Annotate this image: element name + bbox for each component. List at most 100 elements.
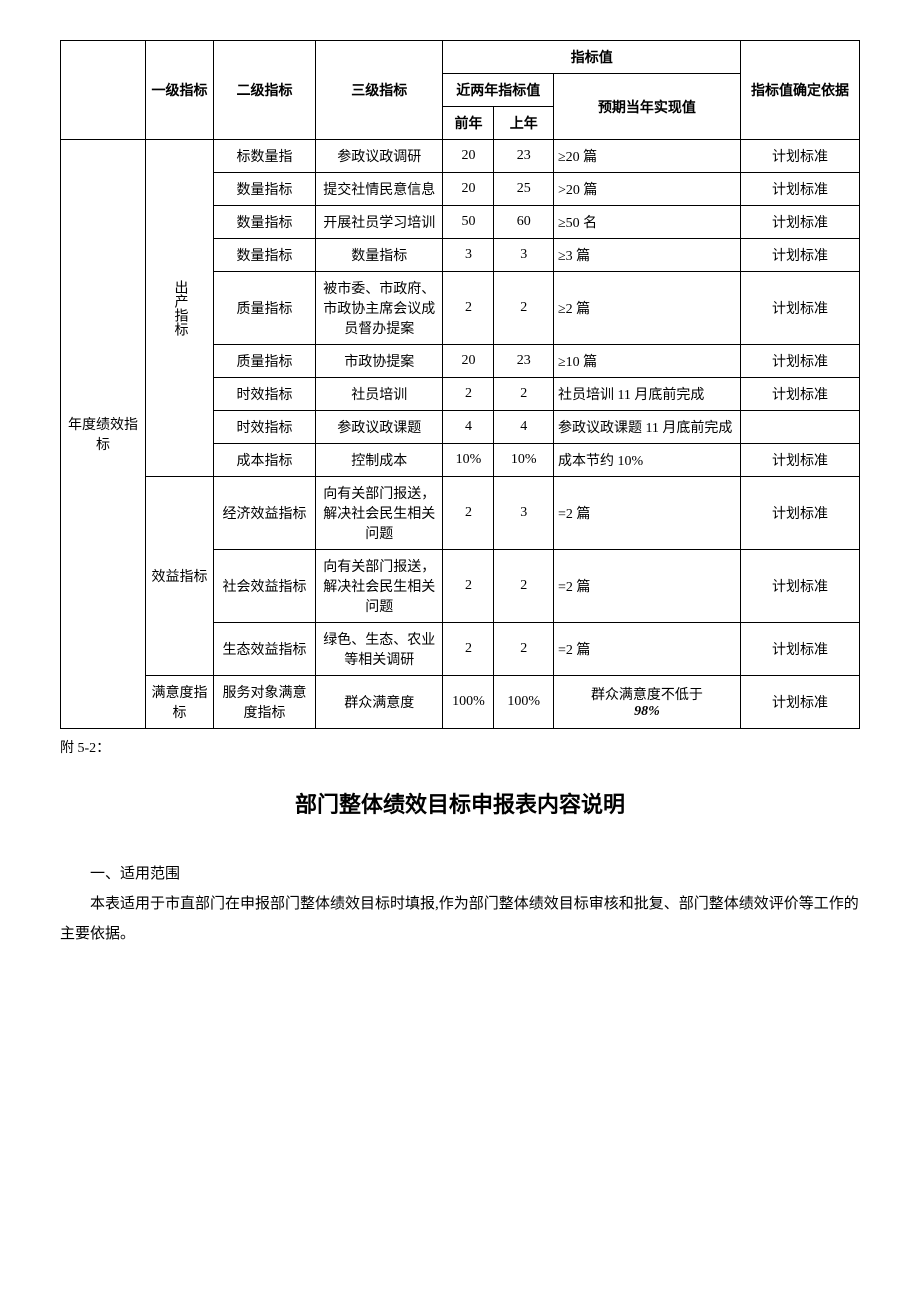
cell-l3: 群众满意度 [315, 676, 443, 729]
cell-basis: 计划标准 [740, 206, 859, 239]
cell-expect: ≥3 篇 [553, 239, 740, 272]
cell-l3: 社员培训 [315, 378, 443, 411]
cell-expect: ≥20 篇 [553, 140, 740, 173]
section-heading: 一、适用范围 [60, 859, 860, 889]
section-title: 部门整体绩效目标申报表内容说明 [60, 787, 860, 819]
th-recent-two-years: 近两年指标值 [443, 74, 553, 107]
header-row-1: 一级指标 二级指标 三级指标 指标值 指标值确定依据 [61, 41, 860, 74]
cell-expect: =2 篇 [553, 623, 740, 676]
cell-l3: 向有关部门报送，解决社会民生相关问题 [315, 550, 443, 623]
cell-l2: 经济效益指标 [213, 477, 315, 550]
table-row: 效益指标 经济效益指标 向有关部门报送，解决社会民生相关问题 2 3 =2 篇 … [61, 477, 860, 550]
th-level1-label: 一级指标 [145, 41, 213, 140]
cell-last: 2 [494, 550, 553, 623]
cell-prev: 20 [443, 173, 494, 206]
cell-expect: =2 篇 [553, 550, 740, 623]
row-label: 年度绩效指标 [61, 140, 146, 729]
cell-prev: 2 [443, 550, 494, 623]
cell-prev: 2 [443, 623, 494, 676]
cell-prev: 10% [443, 444, 494, 477]
th-basis: 指标值确定依据 [740, 41, 859, 140]
cell-last: 3 [494, 239, 553, 272]
cell-expect: =2 篇 [553, 477, 740, 550]
th-expected: 预期当年实现值 [553, 74, 740, 140]
cell-prev: 2 [443, 477, 494, 550]
cell-l3: 参政议政课题 [315, 411, 443, 444]
th-level2: 二级指标 [213, 41, 315, 140]
cell-l3: 控制成本 [315, 444, 443, 477]
cell-last: 3 [494, 477, 553, 550]
cell-last: 23 [494, 345, 553, 378]
cell-basis: 计划标准 [740, 140, 859, 173]
cell-l3: 数量指标 [315, 239, 443, 272]
cell-last: 10% [494, 444, 553, 477]
cell-expect-special: 群众满意度不低于 98% [553, 676, 740, 729]
cell-expect: 成本节约 10% [553, 444, 740, 477]
th-indicator-value: 指标值 [443, 41, 740, 74]
cell-l2: 生态效益指标 [213, 623, 315, 676]
cell-l3: 绿色、生态、农业等相关调研 [315, 623, 443, 676]
cell-expect: ≥10 篇 [553, 345, 740, 378]
th-last-year: 上年 [494, 107, 553, 140]
cell-l2: 数量指标 [213, 173, 315, 206]
cell-l2: 质量指标 [213, 345, 315, 378]
cell-last: 25 [494, 173, 553, 206]
cell-expect: ≥50 名 [553, 206, 740, 239]
cell-l2: 标数量指 [213, 140, 315, 173]
cell-last: 4 [494, 411, 553, 444]
cell-last: 60 [494, 206, 553, 239]
cell-basis: 计划标准 [740, 676, 859, 729]
cell-expect: >20 篇 [553, 173, 740, 206]
cell-prev: 100% [443, 676, 494, 729]
cell-l3: 向有关部门报送，解决社会民生相关问题 [315, 477, 443, 550]
th-level1 [61, 41, 146, 140]
cell-l2: 时效指标 [213, 378, 315, 411]
cell-l3: 被市委、市政府、市政协主席会议成员督办提案 [315, 272, 443, 345]
cell-basis [740, 411, 859, 444]
cell-last: 2 [494, 272, 553, 345]
cell-l3: 提交社情民意信息 [315, 173, 443, 206]
cell-l3: 参政议政调研 [315, 140, 443, 173]
cell-l2: 数量指标 [213, 239, 315, 272]
cell-prev: 2 [443, 272, 494, 345]
cell-l2: 服务对象满意度指标 [213, 676, 315, 729]
cell-expect: ≥2 篇 [553, 272, 740, 345]
cell-prev: 2 [443, 378, 494, 411]
cell-prev: 50 [443, 206, 494, 239]
cell-basis: 计划标准 [740, 378, 859, 411]
appendix-label: 附 5-2： [60, 737, 860, 757]
cell-expect: 社员培训 11 月底前完成 [553, 378, 740, 411]
group-benefit: 效益指标 [145, 477, 213, 676]
expect-bold: 98% [634, 704, 660, 719]
cell-last: 2 [494, 623, 553, 676]
cell-last: 23 [494, 140, 553, 173]
cell-l3: 市政协提案 [315, 345, 443, 378]
cell-expect: 参政议政课题 11 月底前完成 [553, 411, 740, 444]
cell-prev: 4 [443, 411, 494, 444]
cell-prev: 20 [443, 140, 494, 173]
cell-basis: 计划标准 [740, 550, 859, 623]
th-level3: 三级指标 [315, 41, 443, 140]
cell-l2: 时效指标 [213, 411, 315, 444]
expect-prefix: 群众满意度不低于 [591, 688, 703, 703]
cell-prev: 3 [443, 239, 494, 272]
section-body: 本表适用于市直部门在申报部门整体绩效目标时填报,作为部门整体绩效目标审核和批复、… [60, 889, 860, 949]
group-satisfaction: 满意度指标 [145, 676, 213, 729]
cell-basis: 计划标准 [740, 477, 859, 550]
cell-last: 100% [494, 676, 553, 729]
cell-l2: 质量指标 [213, 272, 315, 345]
group-output: 出产指标 [145, 140, 213, 477]
cell-basis: 计划标准 [740, 173, 859, 206]
cell-basis: 计划标准 [740, 239, 859, 272]
th-prev-year: 前年 [443, 107, 494, 140]
table-row: 满意度指标 服务对象满意度指标 群众满意度 100% 100% 群众满意度不低于… [61, 676, 860, 729]
table-row: 年度绩效指标 出产指标 标数量指 参政议政调研 20 23 ≥20 篇 计划标准 [61, 140, 860, 173]
cell-basis: 计划标准 [740, 444, 859, 477]
cell-basis: 计划标准 [740, 345, 859, 378]
cell-l3: 开展社员学习培训 [315, 206, 443, 239]
cell-basis: 计划标准 [740, 623, 859, 676]
cell-prev: 20 [443, 345, 494, 378]
cell-last: 2 [494, 378, 553, 411]
performance-indicator-table: 一级指标 二级指标 三级指标 指标值 指标值确定依据 近两年指标值 预期当年实现… [60, 40, 860, 729]
cell-basis: 计划标准 [740, 272, 859, 345]
